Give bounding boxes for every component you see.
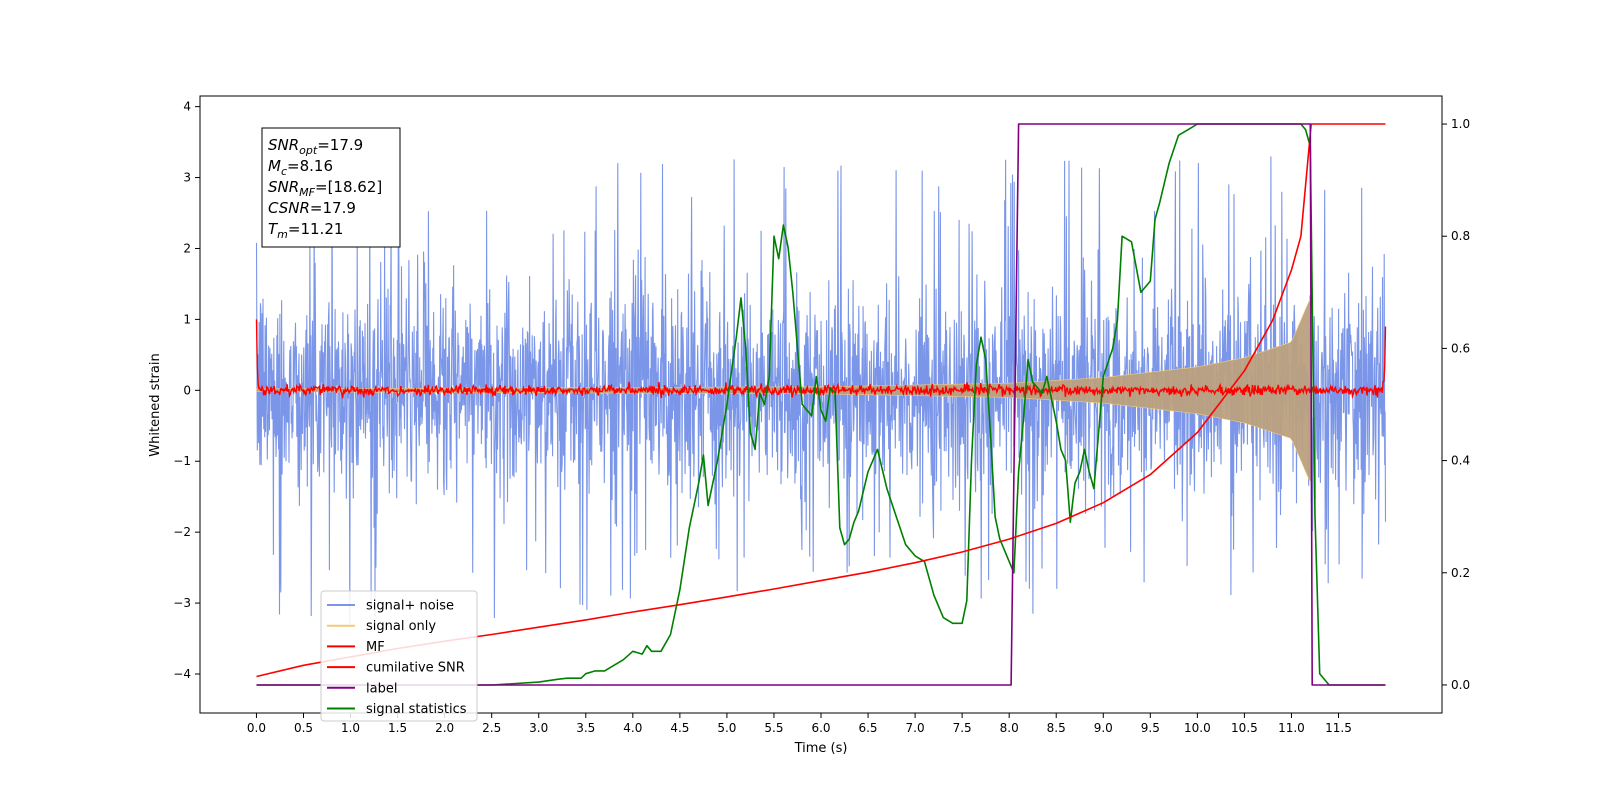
y-tick-label: −2 [173,525,191,539]
x-tick-label: 1.5 [388,721,407,735]
x-tick-label: 5.0 [717,721,736,735]
x-tick-label: 1.0 [341,721,360,735]
y-tick-label: −3 [173,596,191,610]
x-tick-label: 10.5 [1231,721,1258,735]
legend-entry: MF [366,640,385,655]
x-axis-label: Time (s) [794,741,848,756]
x-tick-label: 6.0 [811,721,830,735]
x-tick-label: 10.0 [1184,721,1211,735]
x-tick-label: 11.5 [1325,721,1352,735]
x-tick-label: 9.5 [1141,721,1160,735]
legend-entry: signal+ noise [366,599,454,614]
annotation-line: Tm=11.21 [268,220,343,241]
annotation-line: SNRopt=17.9 [268,136,363,157]
y2-tick-label: 1.0 [1451,117,1470,131]
legend-entry: cumilative SNR [366,661,465,676]
legend-entry: label [366,681,397,696]
x-tick-label: 7.5 [953,721,972,735]
x-tick-label: 3.0 [529,721,548,735]
y-tick-label: −4 [173,667,191,681]
annotation-line: CSNR=17.9 [268,199,356,217]
x-tick-label: 9.0 [1094,721,1113,735]
x-tick-label: 4.5 [670,721,689,735]
y-tick-label: 1 [183,312,191,326]
annotation-line: SNRMF=[18.62] [268,178,382,199]
y2-tick-label: 0.8 [1451,229,1470,243]
legend-entry: signal statistics [366,702,467,717]
y2-tick-label: 0.4 [1451,454,1470,468]
x-tick-label: 4.0 [623,721,642,735]
x-tick-label: 11.0 [1278,721,1305,735]
x-tick-label: 0.0 [247,721,266,735]
y-tick-label: 2 [183,241,191,255]
legend-entry: signal only [366,619,436,634]
y2-tick-label: 0.0 [1451,678,1470,692]
x-tick-label: 8.5 [1047,721,1066,735]
series-signal-statistics [256,123,1386,686]
y-tick-label: 4 [183,100,191,114]
annotation-line: Mc=8.16 [268,157,333,178]
series-label [256,123,1386,686]
x-tick-label: 7.0 [906,721,925,735]
annotation-box: SNRopt=17.9Mc=8.16SNRMF=[18.62]CSNR=17.9… [261,127,401,248]
x-tick-label: 6.5 [858,721,877,735]
x-tick-label: 3.5 [576,721,595,735]
x-tick-label: 2.0 [435,721,454,735]
x-tick-label: 0.5 [294,721,313,735]
x-tick-label: 2.5 [482,721,501,735]
y2-tick-label: 0.6 [1451,341,1470,355]
y-axis-label: Whitened strain [148,353,163,456]
series-mf [255,319,1387,399]
legend: signal+ noise signal only MF cumilative SNR… [320,590,478,722]
x-tick-label: 8.0 [1000,721,1019,735]
y2-tick-label: 0.2 [1451,566,1470,580]
x-tick-label: 5.5 [764,721,783,735]
y-tick-label: 3 [183,171,191,185]
y-tick-label: 0 [183,383,191,397]
y-tick-label: −1 [173,454,191,468]
